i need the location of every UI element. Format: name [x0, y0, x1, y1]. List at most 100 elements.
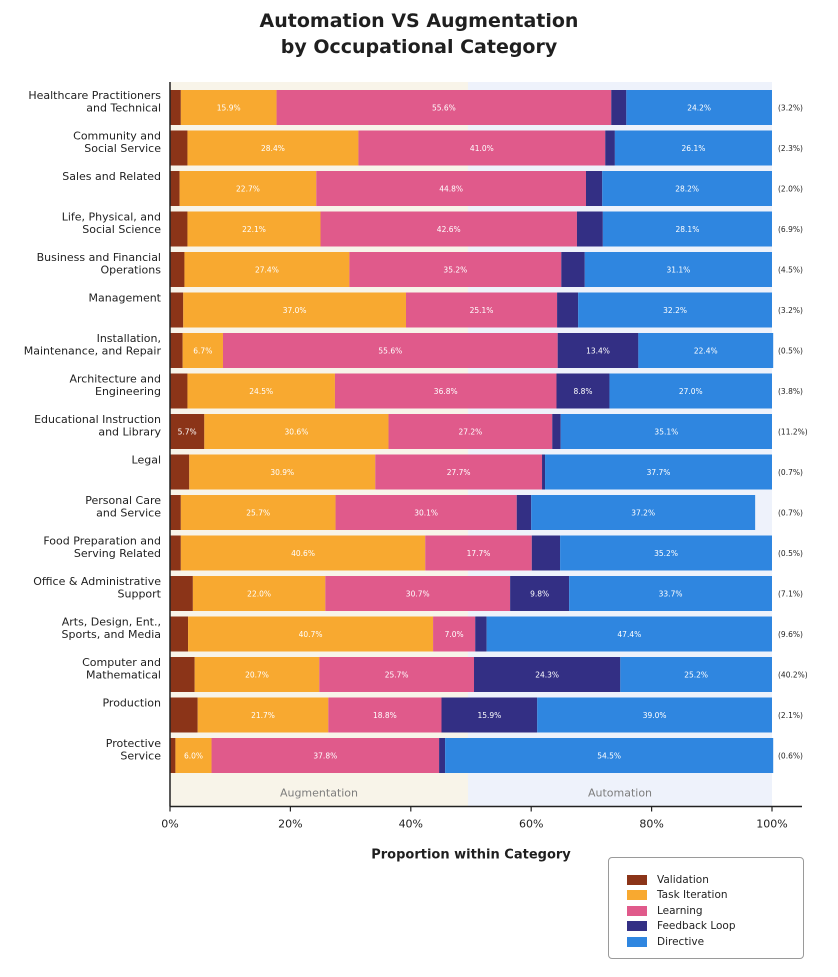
bar-segment-task-iteration — [182, 333, 223, 368]
bar-segment-validation — [170, 697, 198, 733]
bar-segment-directive — [531, 495, 756, 530]
category-share-label: (0.5%) — [778, 347, 803, 356]
category-label-line: Community and — [73, 130, 161, 143]
category-label: Food Preparation and Serving Related — [43, 535, 161, 561]
bar-segment-directive — [545, 454, 772, 490]
category-label-line: Production — [102, 697, 161, 710]
data-label: 37.2% — [631, 509, 655, 518]
category-share-label: (0.6%) — [778, 752, 803, 761]
zone-label-automation: Automation — [588, 787, 652, 800]
data-label: 24.5% — [249, 387, 273, 396]
bar-segment-task-iteration — [192, 576, 326, 611]
data-label: 18.8% — [373, 711, 397, 720]
bar-segment-directive — [578, 292, 772, 328]
bar-segment-directive — [602, 171, 772, 206]
category-label-line: and Service — [96, 507, 161, 520]
category-label-line: Office & Administrative — [33, 575, 161, 588]
category-share-label: (0.7%) — [778, 509, 803, 518]
category-label-line: Mathematical — [86, 669, 161, 682]
bar-segment-learning — [405, 292, 558, 328]
bar-segment-task-iteration — [183, 292, 406, 328]
category-label-line: Engineering — [95, 385, 161, 398]
bar-segment-directive — [584, 252, 772, 287]
data-label: 28.2% — [675, 185, 699, 194]
category-label: Business and Financial Operations — [37, 251, 162, 277]
data-label: 7.0% — [445, 630, 464, 639]
bar-segment-feedback-loop — [441, 697, 538, 733]
bar-segment-feedback-loop — [439, 738, 446, 773]
bar-segment-task-iteration — [180, 535, 426, 571]
bar-segment-feedback-loop — [510, 576, 570, 611]
bar-segment-feedback-loop — [611, 90, 627, 125]
data-label: 21.7% — [251, 711, 275, 720]
bar-segment-task-iteration — [180, 90, 277, 125]
bar-segment-directive — [638, 333, 774, 368]
data-label: 55.6% — [432, 104, 456, 113]
x-tick-label: 20% — [278, 818, 302, 831]
bar-segment-validation — [170, 333, 183, 368]
bar-segment-validation — [170, 535, 181, 571]
legend-swatch — [627, 874, 647, 885]
data-label: 6.7% — [193, 347, 212, 356]
bar-segment-learning — [325, 576, 511, 611]
category-label: Sales and Related — [62, 170, 161, 183]
bar-segment-feedback-loop — [516, 495, 532, 530]
data-label: 39.0% — [643, 711, 667, 720]
bar-segment-directive — [486, 616, 772, 652]
data-label: 36.8% — [434, 387, 458, 396]
bar-segment-validation — [170, 414, 205, 449]
bar-segment-learning — [320, 211, 577, 247]
bar-segment-validation — [170, 495, 181, 530]
category-label: Community and Social Service — [73, 130, 161, 156]
bar-segment-learning — [334, 373, 557, 409]
data-label: 55.6% — [378, 347, 402, 356]
bar-segment-directive — [569, 576, 772, 611]
category-share-label: (40.2%) — [778, 671, 808, 680]
bar-segment-learning — [335, 495, 517, 530]
category-share-label: (11.2%) — [778, 428, 808, 437]
bar-segment-feedback-loop — [585, 171, 603, 206]
data-label: 22.7% — [236, 185, 260, 194]
legend: Validation Task Iteration Learning Feedback… — [608, 857, 804, 959]
data-label: 6.0% — [184, 752, 203, 761]
category-label: Educational Instruction and Library — [34, 413, 161, 439]
legend-swatch — [627, 890, 647, 901]
category-label-line: Support — [118, 588, 162, 601]
data-label: 37.8% — [313, 752, 337, 761]
data-label: 30.9% — [270, 468, 294, 477]
legend-item: Directive — [627, 934, 803, 950]
data-label: 35.2% — [443, 266, 467, 275]
data-label: 27.7% — [447, 468, 471, 477]
category-label-line: Educational Instruction — [34, 413, 161, 426]
category-label: Production — [102, 697, 161, 710]
category-share-label: (9.6%) — [778, 630, 803, 639]
category-label: Personal Care and Service — [85, 494, 161, 520]
bar-segment-learning — [433, 616, 476, 652]
bar-segment-learning — [358, 130, 606, 166]
category-share-label: (3.2%) — [778, 104, 803, 113]
legend-label: Task Iteration — [657, 889, 728, 902]
bar-segment-validation — [170, 454, 190, 490]
category-share-label: (0.7%) — [778, 468, 803, 477]
bar-segment-validation — [170, 738, 176, 773]
bar-segment-feedback-loop — [557, 333, 639, 368]
data-label: 35.2% — [654, 549, 678, 558]
category-label-line: Management — [89, 292, 162, 305]
category-share-label: (6.9%) — [778, 225, 803, 234]
category-label-line: Computer and — [82, 656, 161, 669]
legend-swatch — [627, 936, 647, 947]
legend-label: Directive — [657, 935, 705, 948]
category-label: Architecture and Engineering — [69, 373, 161, 399]
bar-segment-feedback-loop — [475, 616, 487, 652]
bar-segment-learning — [425, 535, 532, 571]
bar-segment-feedback-loop — [576, 211, 603, 247]
bar-segment-learning — [211, 738, 440, 773]
data-label: 13.4% — [586, 347, 610, 356]
category-label-line: Life, Physical, and — [62, 211, 161, 224]
bar-segment-directive — [537, 697, 772, 733]
x-tick-label: 80% — [639, 818, 663, 831]
data-label: 25.7% — [385, 671, 409, 680]
bar-segment-feedback-loop — [542, 454, 546, 490]
data-label: 30.7% — [406, 590, 430, 599]
bar-segment-validation — [170, 292, 184, 328]
